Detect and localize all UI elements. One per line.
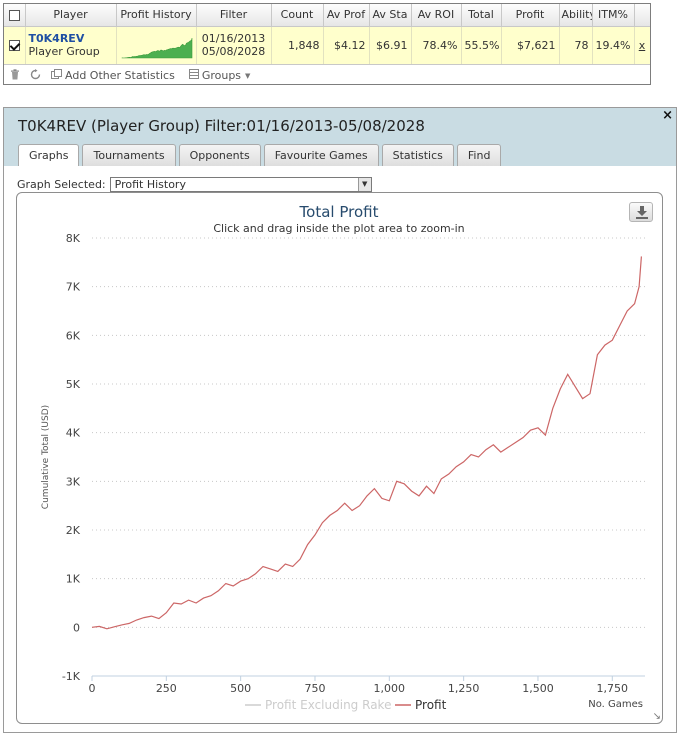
x-tick-label: 1,250 <box>448 682 480 695</box>
tab-statistics[interactable]: Statistics <box>381 144 454 166</box>
legend-item-profit-excluding-rake[interactable]: Profit Excluding Rake <box>265 698 391 712</box>
y-tick-label: 2K <box>66 524 81 537</box>
graph-selected-label: Graph Selected: <box>17 178 106 191</box>
tab-bar: Graphs Tournaments Opponents Favourite G… <box>18 144 504 166</box>
sparkline-area <box>121 37 192 58</box>
y-tick-label: 5K <box>66 378 81 391</box>
column-header-filter[interactable]: Filter <box>196 4 272 27</box>
select-all-header[interactable] <box>4 4 26 27</box>
x-tick-label: 250 <box>156 682 177 695</box>
av-profit-cell: $4.12 <box>323 26 370 65</box>
graph-select-value[interactable]: Profit History <box>114 178 186 191</box>
x-tick-label: 1,750 <box>597 682 629 695</box>
column-header-profit[interactable]: Profit <box>501 4 560 27</box>
tab-find[interactable]: Find <box>456 144 502 166</box>
row-checkbox[interactable] <box>8 40 20 51</box>
series-line-profit <box>91 256 642 630</box>
x-tick-label: 1,500 <box>522 682 554 695</box>
av-roi-cell: 78.4% <box>411 26 462 65</box>
x-tick-label: 750 <box>304 682 325 695</box>
add-stats-icon[interactable] <box>51 69 62 82</box>
refresh-icon[interactable] <box>30 68 41 83</box>
column-header-close <box>634 4 650 27</box>
tab-favourite-games[interactable]: Favourite Games <box>263 144 379 166</box>
tab-tournaments[interactable]: Tournaments <box>82 144 176 166</box>
profit-cell: $7,621 <box>501 26 560 65</box>
row-select-cell[interactable] <box>4 26 26 65</box>
chart-subtitle: Click and drag inside the plot area to z… <box>213 222 464 235</box>
x-tick-label: 500 <box>230 682 251 695</box>
column-header-total[interactable]: Total <box>461 4 502 27</box>
column-header-player[interactable]: Player <box>25 4 117 27</box>
player-type: Player Group <box>28 45 100 58</box>
graph-select[interactable]: Profit History ▼ <box>109 177 372 192</box>
report-title: T0K4REV (Player Group) Filter:01/16/2013… <box>18 117 425 135</box>
y-tick-label: 6K <box>66 329 81 342</box>
column-header-count[interactable]: Count <box>271 4 324 27</box>
x-tick-label: 1,000 <box>374 682 406 695</box>
ability-cell: 78 <box>559 26 593 65</box>
stats-panel: Player Profit History Filter Count Av Pr… <box>3 3 651 85</box>
filter-end-date: 05/08/2028 <box>201 45 266 58</box>
y-tick-label: 3K <box>66 475 81 488</box>
tab-opponents[interactable]: Opponents <box>178 144 261 166</box>
y-tick-label: 1K <box>66 573 81 586</box>
player-cell[interactable]: T0K4REV Player Group <box>25 26 117 65</box>
av-stake-cell: $6.91 <box>369 26 412 65</box>
resize-grip-icon[interactable]: ↘ <box>652 711 661 722</box>
graph-select-row: Graph Selected: Profit History ▼ <box>17 177 372 192</box>
add-other-statistics-button[interactable]: Add Other Statistics <box>65 69 175 82</box>
trash-icon[interactable] <box>10 68 20 83</box>
report-window: T0K4REV (Player Group) Filter:01/16/2013… <box>3 107 677 733</box>
column-header-profit-history[interactable]: Profit History <box>116 4 197 27</box>
table-row[interactable]: T0K4REV Player Group 01/16/2013 05/08/20… <box>4 26 650 65</box>
download-icon[interactable] <box>635 206 649 219</box>
y-tick-label: 8K <box>66 232 81 245</box>
filter-start-date: 01/16/2013 <box>201 32 266 45</box>
legend-item-profit[interactable]: Profit <box>415 698 447 712</box>
column-header-av-profit[interactable]: Av Prof <box>323 4 370 27</box>
x-axis-label: No. Games <box>588 699 643 710</box>
itm-cell: 19.4% <box>592 26 635 65</box>
profit-history-sparkline <box>116 26 197 65</box>
column-header-ability[interactable]: Ability <box>559 4 593 27</box>
report-header: T0K4REV (Player Group) Filter:01/16/2013… <box>4 108 676 166</box>
y-tick-label: 7K <box>66 281 81 294</box>
row-close-cell[interactable]: x <box>634 26 650 65</box>
table-header-row: Player Profit History Filter Count Av Pr… <box>4 4 650 27</box>
stats-toolbar: Add Other Statistics Groups ▼ <box>4 64 650 84</box>
count-cell: 1,848 <box>271 26 324 65</box>
sparkline-chart <box>121 37 192 58</box>
total-cell: 55.5% <box>461 26 502 65</box>
player-name[interactable]: T0K4REV <box>28 32 85 45</box>
x-tick-label: 0 <box>89 682 96 695</box>
select-all-checkbox[interactable] <box>8 9 20 21</box>
y-axis-label: Cumulative Total (USD) <box>41 405 51 509</box>
y-tick-label: 4K <box>66 427 81 440</box>
y-tick-label: 0 <box>73 621 80 634</box>
column-header-av-roi[interactable]: Av ROI <box>411 4 462 27</box>
chart-frame[interactable]: Total Profit Click and drag inside the pl… <box>16 192 663 724</box>
chevron-down-icon[interactable]: ▼ <box>245 71 251 80</box>
chart-title: Total Profit <box>299 203 379 221</box>
column-header-itm[interactable]: ITM% <box>592 4 635 27</box>
export-button[interactable] <box>629 202 653 222</box>
chevron-down-icon[interactable]: ▼ <box>357 178 371 191</box>
filter-cell: 01/16/2013 05/08/2028 <box>196 26 272 65</box>
stats-table: Player Profit History Filter Count Av Pr… <box>4 4 650 65</box>
column-header-av-stake[interactable]: Av Sta <box>369 4 412 27</box>
close-icon[interactable]: × <box>662 108 673 123</box>
y-tick-label: -1K <box>62 670 81 683</box>
groups-icon[interactable] <box>188 69 199 82</box>
row-close-button[interactable]: x <box>638 38 646 52</box>
tab-graphs[interactable]: Graphs <box>18 144 80 166</box>
groups-dropdown[interactable]: Groups <box>201 69 242 82</box>
